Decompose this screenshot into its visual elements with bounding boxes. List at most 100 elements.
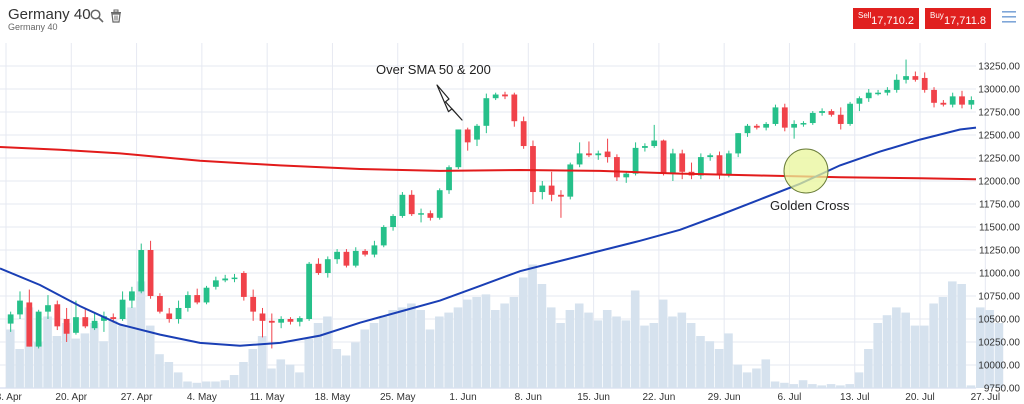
candle [138,243,145,294]
trash-icon[interactable] [109,9,123,23]
y-tick-label: 10500.00 [978,315,1020,326]
candle [343,249,350,268]
x-tick-label: 18. May [315,392,351,403]
candle [82,307,89,329]
candle-body [931,89,937,103]
candle-body [809,112,816,124]
x-tick-label: 20. Apr [55,392,87,403]
sell-button[interactable]: Sell 17,710.2 [853,8,919,29]
volume-bar [248,349,258,388]
volume-bar [854,372,864,388]
candle-body [147,250,154,296]
x-tick-label: 27. Apr [121,392,153,403]
volume-bar [910,325,920,388]
candle-body [614,157,620,178]
x-tick-label: 13. Apr [0,392,23,403]
volume-bar [836,385,845,388]
candle [231,273,238,283]
candle-body [287,319,294,322]
candle-body [352,250,359,266]
candle-body [791,123,798,128]
volume-bar [229,375,239,388]
volume-bar [817,385,827,388]
volume-bar [313,323,323,388]
candle [809,111,816,125]
volume-bar [239,362,248,388]
candle-body [231,277,238,280]
menu-icon[interactable] [1001,9,1017,25]
candle [800,121,807,127]
volume-bar [61,323,71,388]
candle [399,192,406,218]
volume-bar [341,355,351,388]
volume-bar [332,349,342,388]
buy-button[interactable]: Buy 17,711.8 [925,8,991,29]
candle [7,311,14,332]
sell-label: Sell [858,11,872,20]
candle [101,311,107,332]
candle [483,93,490,134]
candle [184,291,191,312]
candle [744,123,751,137]
volume-bar [948,281,957,388]
candle-body [651,140,658,147]
volume-bar [892,307,901,388]
candle [884,87,891,96]
candle [623,171,630,183]
candle-body [567,164,574,197]
candle-body [623,173,630,178]
x-tick-label: 6. Jul [778,392,802,403]
y-tick-label: 9750.00 [984,384,1021,395]
candle-body [800,123,807,125]
candle-body [157,296,163,312]
y-tick-label: 11000.00 [979,269,1020,280]
volume-bar [89,323,99,388]
volume-bar [145,325,155,388]
candle-body [7,314,14,324]
volume-bar [696,336,705,388]
candlesticks [7,59,975,349]
candle [530,140,536,204]
y-tick-label: 11500.00 [979,223,1020,234]
candle-body [595,153,602,156]
candle-body [306,263,313,319]
volume-bar [518,277,528,388]
search-icon[interactable] [90,9,104,23]
candle [651,124,658,148]
candle [781,103,788,132]
candle [203,285,210,305]
volume-bar [677,312,687,388]
candle [791,120,798,139]
candle [912,71,919,82]
y-tick-label: 10000.00 [978,361,1020,372]
candle [856,96,863,112]
candle [847,101,853,126]
candle-body [119,299,126,319]
volume-bar [425,329,435,388]
candle [464,127,471,151]
sell-price: 17,710.2 [871,15,914,27]
candle [586,141,592,158]
volume-bar [407,303,416,388]
candle [502,91,508,100]
candle-body [250,296,257,312]
volume-bar [584,312,593,388]
candle [707,153,714,161]
candle-body [707,155,714,158]
candle-body [138,250,145,292]
candle-body [371,245,378,255]
volume-bar [360,329,370,388]
volume-bar [201,381,211,388]
candle [17,291,23,319]
candle [324,256,331,278]
volume-bar [99,341,108,388]
volume-bar [649,323,659,388]
candle [772,104,779,126]
candle [166,307,173,323]
volume-bar [117,325,127,388]
sma200-line [0,146,977,181]
y-tick-label: 10750.00 [978,292,1020,303]
candle [334,249,340,264]
candle-body [642,146,648,148]
volume-bar [640,325,649,388]
